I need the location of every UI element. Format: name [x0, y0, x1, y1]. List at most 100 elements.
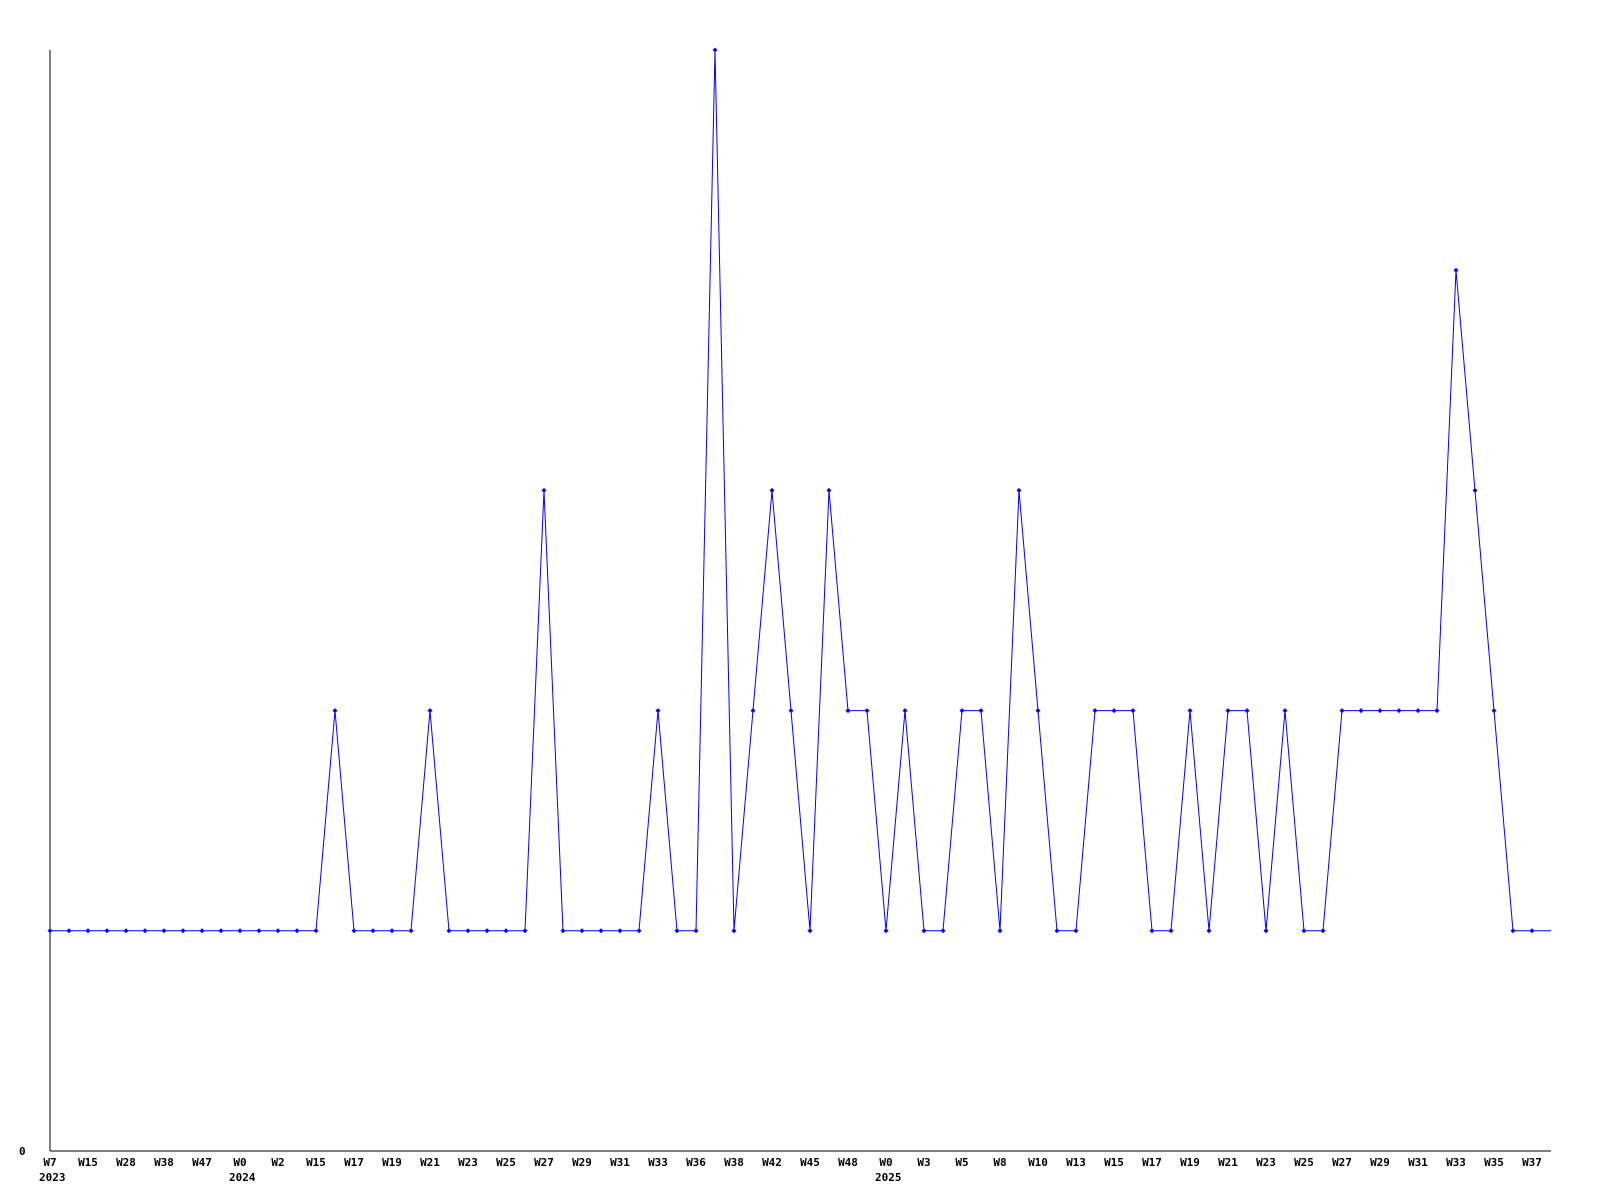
data-point — [864, 708, 870, 714]
x-tick-label: W25 — [1294, 1156, 1314, 1169]
data-point — [674, 928, 680, 934]
x-tick-label: W27 — [534, 1156, 554, 1169]
x-tick-label: W33 — [648, 1156, 668, 1169]
data-point — [693, 928, 699, 934]
data-point — [1358, 708, 1364, 714]
data-point — [522, 928, 528, 934]
data-point — [921, 928, 927, 934]
data-point — [1244, 708, 1250, 714]
x-tick-label: W0 — [879, 1156, 892, 1169]
x-tick-label: W38 — [154, 1156, 174, 1169]
year-label: 2024 — [229, 1171, 256, 1184]
data-point — [180, 928, 186, 934]
x-tick-label: W36 — [686, 1156, 706, 1169]
x-tick-label: W28 — [116, 1156, 136, 1169]
data-point — [408, 928, 414, 934]
data-point — [636, 928, 642, 934]
data-point — [351, 928, 357, 934]
x-tick-label: W8 — [993, 1156, 1006, 1169]
data-point — [1111, 708, 1117, 714]
x-tick-label: W0 — [233, 1156, 246, 1169]
data-point — [465, 928, 471, 934]
data-point — [427, 708, 433, 714]
data-point — [389, 928, 395, 934]
x-tick-label: W13 — [1066, 1156, 1086, 1169]
data-point — [731, 928, 737, 934]
x-tick-label: W37 — [1522, 1156, 1542, 1169]
data-point — [313, 928, 319, 934]
data-point — [142, 928, 148, 934]
data-point — [807, 928, 813, 934]
data-point — [940, 928, 946, 934]
data-point — [1130, 708, 1136, 714]
data-point — [712, 47, 718, 53]
data-point — [47, 928, 53, 934]
x-tick-label: W47 — [192, 1156, 212, 1169]
data-point — [560, 928, 566, 934]
data-point — [769, 487, 775, 493]
data-point — [845, 708, 851, 714]
data-line — [50, 49, 1551, 932]
x-tick-label: W38 — [724, 1156, 744, 1169]
data-point — [579, 928, 585, 934]
data-point — [1434, 708, 1440, 714]
data-point — [1491, 708, 1497, 714]
x-tick-label: W23 — [1256, 1156, 1276, 1169]
x-tick-label: W2 — [271, 1156, 284, 1169]
data-point — [294, 928, 300, 934]
data-point — [1320, 928, 1326, 934]
data-point — [1149, 928, 1155, 934]
x-tick-label: W29 — [572, 1156, 592, 1169]
data-point — [826, 487, 832, 493]
data-point — [1415, 708, 1421, 714]
data-point — [1510, 928, 1516, 934]
data-point — [104, 928, 110, 934]
data-point — [1339, 708, 1345, 714]
data-point — [750, 708, 756, 714]
x-tick-label: W31 — [610, 1156, 630, 1169]
data-point — [275, 928, 281, 934]
data-point — [598, 928, 604, 934]
axes — [49, 50, 1551, 1152]
data-point — [1073, 928, 1079, 934]
data-point — [788, 708, 794, 714]
data-point — [655, 708, 661, 714]
data-point — [902, 708, 908, 714]
x-tick-label: W35 — [1484, 1156, 1504, 1169]
x-tick-label: W23 — [458, 1156, 478, 1169]
x-tick-label: W3 — [917, 1156, 930, 1169]
data-point — [1206, 928, 1212, 934]
data-point — [1092, 708, 1098, 714]
data-point — [978, 708, 984, 714]
data-point — [1301, 928, 1307, 934]
data-point — [959, 708, 965, 714]
data-point — [1263, 928, 1269, 934]
data-point — [1187, 708, 1193, 714]
data-point — [1472, 487, 1478, 493]
data-point — [883, 928, 889, 934]
data-point — [123, 928, 129, 934]
x-tick-label: W48 — [838, 1156, 858, 1169]
data-point — [1453, 267, 1459, 273]
x-tick-label: W10 — [1028, 1156, 1048, 1169]
data-point — [66, 928, 72, 934]
x-tick-label: W19 — [382, 1156, 402, 1169]
data-point — [218, 928, 224, 934]
data-point — [446, 928, 452, 934]
x-tick-label: W15 — [306, 1156, 326, 1169]
y-tick-label: 0 — [19, 1145, 26, 1158]
data-point — [1396, 708, 1402, 714]
x-tick-label: W33 — [1446, 1156, 1466, 1169]
data-point — [370, 928, 376, 934]
data-point — [1282, 708, 1288, 714]
x-tick-label: W21 — [420, 1156, 440, 1169]
data-point — [1377, 708, 1383, 714]
y-tick-labels: 0 — [19, 1145, 26, 1158]
data-point — [256, 928, 262, 934]
year-label: 2025 — [875, 1171, 902, 1184]
data-point — [199, 928, 205, 934]
x-tick-labels: W7 W15 W28 W38 W47 W0 W2 W15 W17 W19 W21 W23 W25 W27 W… — [39, 1156, 1542, 1184]
x-tick-label: W7 — [43, 1156, 56, 1169]
data-point — [1016, 487, 1022, 493]
